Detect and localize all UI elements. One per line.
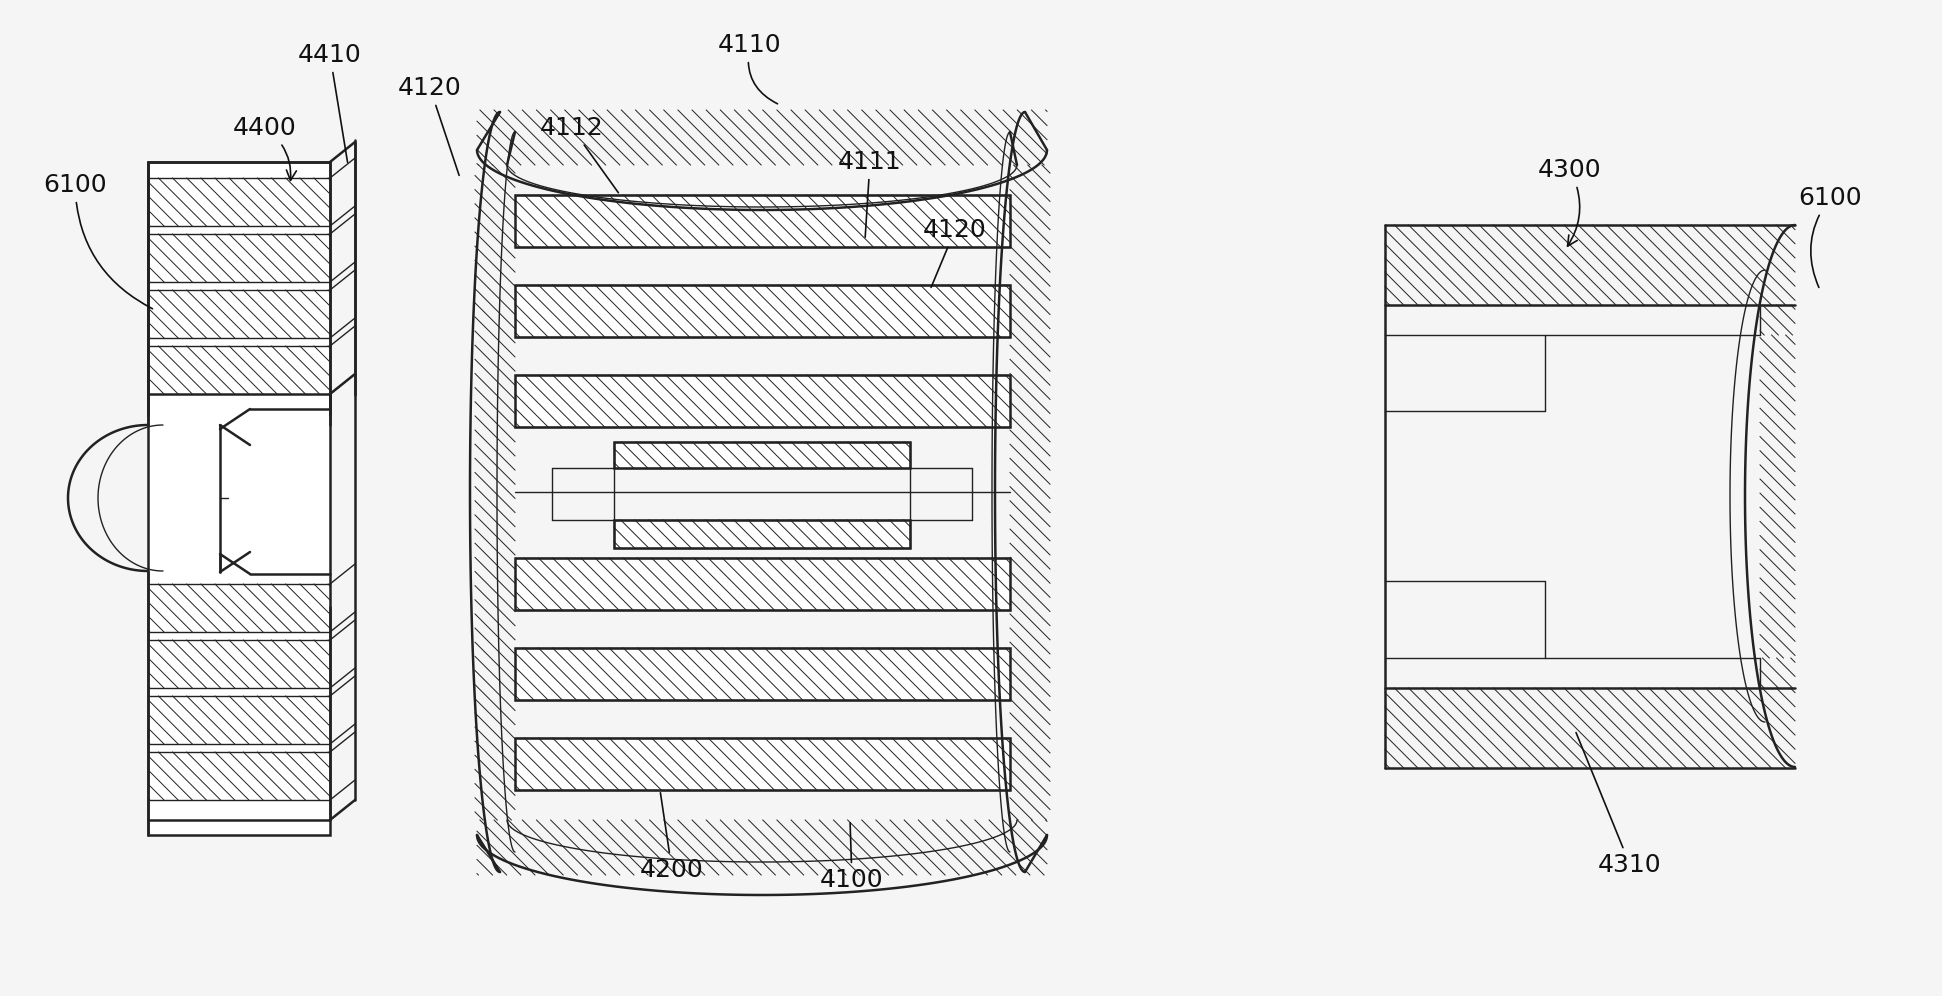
Polygon shape [515,648,1010,700]
Text: 4200: 4200 [641,793,703,882]
Text: 4111: 4111 [839,150,901,237]
Text: 4120: 4120 [922,218,987,288]
Text: 4110: 4110 [719,33,783,104]
Text: 4112: 4112 [540,116,618,193]
Text: 4400: 4400 [233,116,297,180]
Text: 4410: 4410 [299,43,361,162]
Polygon shape [515,375,1010,427]
Polygon shape [515,558,1010,610]
Text: 4310: 4310 [1577,733,1662,877]
Polygon shape [515,285,1010,337]
Text: 4100: 4100 [820,823,884,892]
Polygon shape [148,162,330,835]
Text: 4120: 4120 [398,76,462,175]
Polygon shape [614,442,911,468]
Polygon shape [515,738,1010,790]
Text: 6100: 6100 [43,173,153,309]
Polygon shape [614,520,911,548]
Polygon shape [515,195,1010,247]
Text: 4300: 4300 [1538,158,1602,246]
Text: 6100: 6100 [1798,186,1862,288]
